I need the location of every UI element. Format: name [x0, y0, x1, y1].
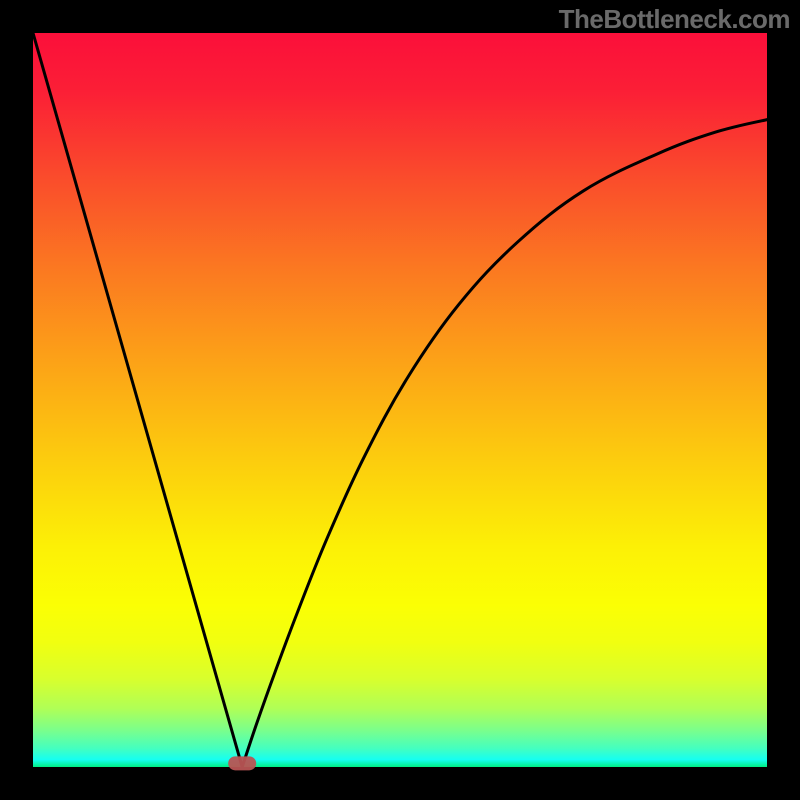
chart-svg	[0, 0, 800, 800]
plot-background	[33, 33, 767, 767]
minimum-marker	[228, 756, 256, 770]
bottleneck-chart: TheBottleneck.com	[0, 0, 800, 800]
watermark-text: TheBottleneck.com	[559, 4, 790, 35]
